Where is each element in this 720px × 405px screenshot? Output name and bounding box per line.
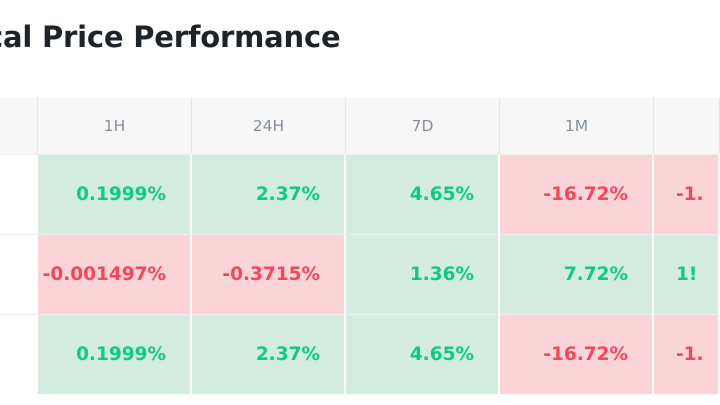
value-cell-1m: 7.72% [500,235,654,314]
value-cell-24h: 2.37% [192,155,346,234]
row-label-cell [0,235,38,314]
row-label-cell [0,155,38,234]
table-header-row: 1H 24H 7D 1M [0,98,720,154]
table-row: 0.1999% 2.37% 4.65% -16.72% -1. [0,314,720,394]
value-cell-1h: -0.001497% [38,235,192,314]
column-header-24h: 24H [192,98,346,154]
table-row: -0.001497% -0.3715% 1.36% 7.72% 1! [0,234,720,314]
value-cell-24h: -0.3715% [192,235,346,314]
column-header-1m: 1M [500,98,654,154]
value-cell-1m: -16.72% [500,155,654,234]
header-label-cell [0,98,38,154]
table-row: 0.1999% 2.37% 4.65% -16.72% -1. [0,154,720,234]
value-cell-clipped: 1! [654,235,720,314]
page-title: cal Price Performance [0,20,341,54]
column-header-7d: 7D [346,98,500,154]
row-label-cell [0,315,38,394]
value-cell-1h: 0.1999% [38,315,192,394]
value-cell-clipped: -1. [654,315,720,394]
value-cell-7d: 1.36% [346,235,500,314]
column-header-1h: 1H [38,98,192,154]
value-cell-clipped: -1. [654,155,720,234]
column-header-clipped [654,98,720,154]
price-performance-table: 1H 24H 7D 1M 0.1999% 2.37% 4.65% -16.72%… [0,98,720,394]
value-cell-7d: 4.65% [346,315,500,394]
value-cell-7d: 4.65% [346,155,500,234]
value-cell-1m: -16.72% [500,315,654,394]
value-cell-24h: 2.37% [192,315,346,394]
value-cell-1h: 0.1999% [38,155,192,234]
